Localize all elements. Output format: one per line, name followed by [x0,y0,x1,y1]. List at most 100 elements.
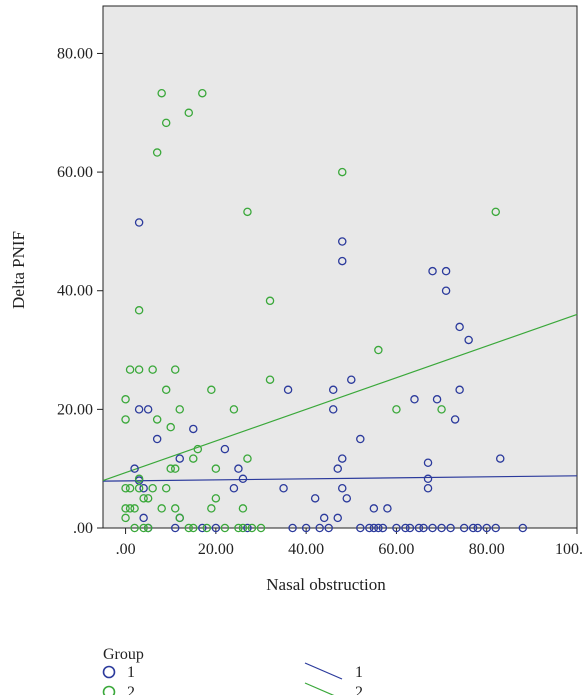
data-point-group-2 [166,464,175,473]
x-tick-label: 80.00 [469,541,505,558]
data-point-group-1 [134,218,144,227]
legend-fit-label-2: 2 [355,684,363,695]
data-point-group-2 [238,523,248,533]
data-point-group-2 [125,365,135,374]
data-point-group-2 [491,207,500,217]
data-point-group-1 [319,513,329,523]
data-point-group-1 [283,385,293,395]
data-point-group-2 [161,484,171,493]
data-point-group-1 [423,458,433,467]
data-point-group-1 [414,523,424,533]
legend: 1 2 1 2 [102,662,363,695]
data-point-group-2 [121,415,130,424]
y-tick-label: .00 [73,520,93,537]
data-point-group-1 [347,375,356,384]
data-point-group-1 [356,434,365,444]
data-point-group-1 [383,504,392,513]
data-point-group-1 [338,256,347,266]
x-tick-label: 60.00 [378,541,414,558]
data-marks [102,88,578,533]
y-tick-label: 20.00 [57,401,93,418]
data-point-group-1 [238,474,248,484]
data-point-group-2 [125,504,135,513]
plot-background [102,5,578,529]
data-point-group-2 [189,454,198,463]
data-point-group-2 [184,523,194,533]
data-point-group-1 [170,523,180,533]
data-point-group-2 [161,385,171,395]
data-point-group-1 [369,504,379,513]
legend-fit-label-1: 1 [355,664,363,681]
data-point-group-2 [243,207,252,217]
y-tick-label: 40.00 [57,283,93,300]
data-point-group-2 [392,405,401,414]
data-point-group-2 [229,405,239,414]
data-point-group-2 [125,484,135,493]
fit-line-1 [102,475,578,482]
data-point-group-2 [134,474,144,484]
data-point-group-1 [450,415,460,424]
data-point-group-2 [134,484,144,493]
data-point-group-2 [247,523,257,533]
data-point-group-2 [148,484,157,493]
fit-line-2 [102,313,578,482]
data-point-group-2 [148,365,157,374]
data-point-group-2 [152,415,162,424]
data-point-group-1 [428,266,437,276]
data-point-group-1 [301,523,311,533]
data-point-group-2 [220,523,230,533]
data-point-group-1 [419,523,428,533]
data-point-group-2 [265,296,275,306]
data-point-group-2 [139,523,148,533]
data-point-group-2 [130,504,139,513]
data-point-group-1 [446,523,455,533]
data-point-group-1 [220,444,230,454]
data-point-group-1 [139,513,148,523]
data-point-group-1 [423,474,433,484]
data-point-group-2 [207,385,216,395]
data-point-group-2 [256,523,266,533]
data-point-group-1 [279,484,288,493]
y-axis: .00 20.00 40.00 60.00 80.00 [57,45,103,537]
data-point-group-2 [161,118,171,128]
data-point-group-2 [175,513,184,523]
data-point-group-1 [143,405,153,414]
data-point-group-2 [130,523,139,533]
legend-marker-2 [102,685,116,695]
data-point-group-1 [401,523,410,533]
legend-label-2: 2 [127,684,135,695]
data-point-group-2 [134,306,144,315]
data-point-group-2 [211,494,221,503]
data-point-group-2 [265,375,275,384]
data-point-group-2 [175,405,184,414]
data-point-group-1 [437,523,446,533]
data-point-group-2 [184,108,194,118]
data-point-group-1 [441,266,451,276]
x-axis-label: Nasal obstruction [266,575,386,594]
legend-fit-line-1 [304,662,343,680]
data-point-group-2 [134,365,144,374]
legend-marker-1 [102,665,116,679]
y-tick-label: 60.00 [57,164,93,181]
data-point-group-2 [211,464,221,473]
data-point-group-1 [496,454,505,463]
x-tick-label: 20.00 [198,541,234,558]
data-point-group-1 [374,523,383,533]
data-point-group-2 [121,395,130,404]
data-point-group-1 [410,395,419,404]
data-point-group-1 [328,405,338,414]
data-point-group-2 [202,523,212,533]
data-point-group-1 [369,523,379,533]
data-point-group-1 [342,494,352,503]
data-point-group-1 [338,454,347,463]
data-point-group-2 [374,345,383,355]
data-point-group-1 [324,523,333,533]
data-point-group-1 [378,523,388,533]
data-point-group-1 [455,322,464,332]
data-point-group-1 [328,385,338,395]
data-point-group-2 [121,513,130,523]
data-point-group-1 [468,523,478,533]
data-point-group-1 [333,513,342,523]
x-axis: .00 20.00 40.00 60.00 80.00 100.00 [116,528,582,558]
